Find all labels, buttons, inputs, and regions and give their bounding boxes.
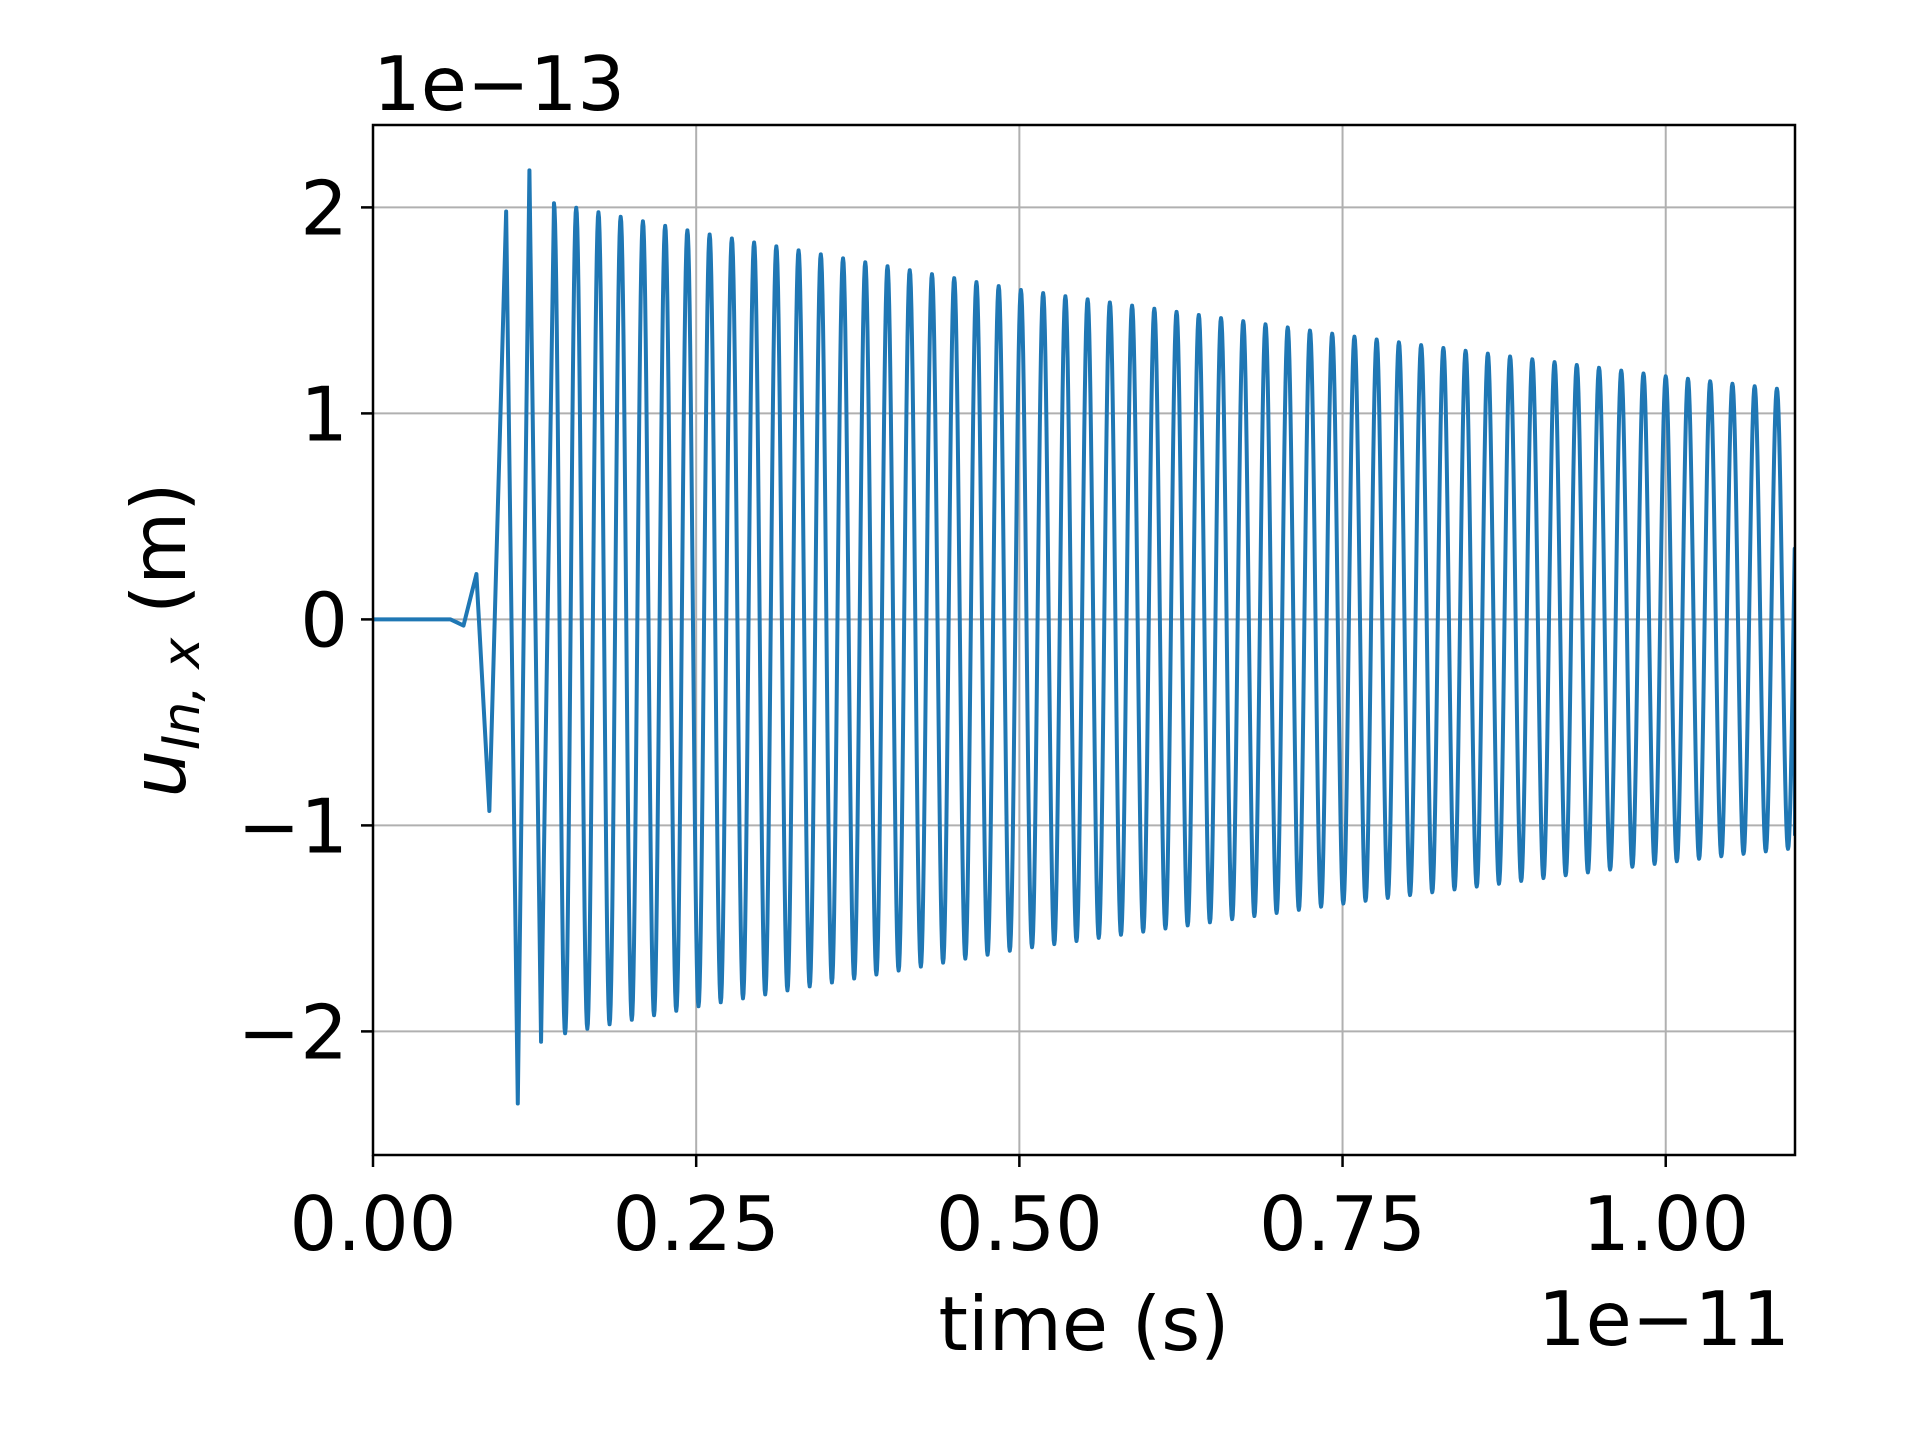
y-tick-label: 2	[300, 164, 348, 252]
plot-area	[373, 168, 1795, 1106]
y-tick-label: −1	[237, 782, 348, 870]
x-tick-label: 0.75	[1259, 1180, 1426, 1268]
y-axis-label-unit: (m)	[115, 482, 203, 637]
y-tick-label: 1	[300, 370, 348, 458]
x-tick-label: 0.00	[290, 1180, 457, 1268]
x-offset-label: 1e−11	[1538, 1275, 1790, 1363]
y-offset-label: 1e−13	[373, 40, 625, 128]
y-axis-ticks: −2 −1 0 1 2	[237, 164, 373, 1076]
y-tick-label: 0	[300, 576, 348, 664]
x-axis-ticks: 0.00 0.25 0.50 0.75 1.00	[290, 1155, 1749, 1268]
x-tick-label: 0.25	[613, 1180, 780, 1268]
plot-frame	[371, 123, 1797, 1157]
x-axis-label: time (s)	[939, 1280, 1230, 1368]
y-axis-label-main: u	[115, 750, 203, 798]
x-tick-label: 1.00	[1582, 1180, 1749, 1268]
series-line	[373, 168, 1795, 1106]
y-tick-label: −2	[237, 988, 348, 1076]
x-tick-label: 0.50	[936, 1180, 1103, 1268]
y-axis-label-subscript: In, x	[152, 637, 212, 750]
y-axis-label: uIn, x (m)	[115, 482, 212, 797]
